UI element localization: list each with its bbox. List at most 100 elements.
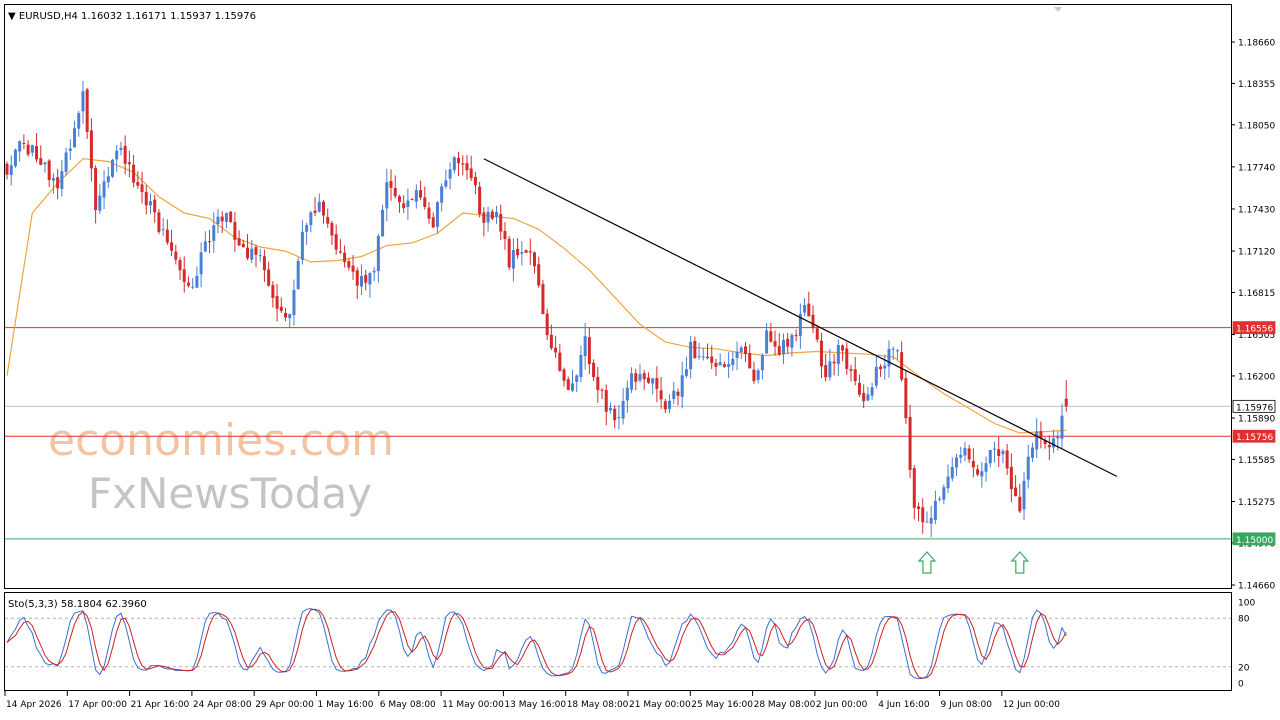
candle-body: [448, 169, 452, 179]
candle-body: [43, 162, 47, 165]
candle-body: [516, 248, 520, 256]
current-label-box: [1232, 399, 1276, 413]
main-pane-frame[interactable]: [4, 4, 1232, 589]
candle-body: [1014, 487, 1018, 497]
candle-body: [744, 346, 747, 355]
candle-body: [718, 362, 722, 366]
candle-body: [651, 378, 655, 384]
candle-body: [672, 390, 676, 399]
candle-body: [305, 225, 309, 232]
chart-shift-marker[interactable]: [1054, 7, 1062, 12]
chart-header: ▼ EURUSD,H4 1.16032 1.16171 1.15937 1.15…: [8, 11, 256, 22]
candle-body: [706, 356, 710, 359]
price-tick-label: 1.17740: [1238, 163, 1275, 173]
candle-body: [132, 164, 136, 183]
candle-body: [26, 144, 30, 155]
candle-body: [258, 255, 262, 257]
time-tick-label: 2 Jun 00:00: [816, 700, 868, 710]
candle-body: [461, 163, 465, 165]
candle-body: [803, 305, 807, 313]
candle-body: [338, 251, 342, 253]
candle-body: [634, 373, 638, 382]
candle-body: [343, 252, 347, 263]
candle-body: [663, 401, 667, 410]
candle-body: [224, 213, 228, 222]
candle-body: [992, 448, 996, 450]
candle-body: [381, 209, 385, 237]
candle-body: [946, 476, 950, 489]
candle-body: [900, 352, 904, 380]
candle-body: [655, 378, 659, 389]
candle-body: [646, 377, 650, 383]
candle-body: [22, 143, 26, 145]
support-1-label-box: [1232, 429, 1276, 443]
trendline[interactable]: [483, 158, 1118, 477]
candle-body: [1005, 450, 1009, 469]
candle-body: [545, 313, 549, 336]
candle-body: [284, 312, 288, 318]
candle-body: [199, 252, 203, 275]
candle-body: [756, 370, 760, 380]
candle-body: [862, 393, 866, 402]
candle-body: [777, 346, 781, 355]
resistance-label: 1.16556: [1236, 325, 1273, 335]
price-tick-label: 1.15275: [1238, 498, 1275, 508]
candle-body: [148, 201, 152, 206]
candle-body: [1018, 496, 1022, 512]
candle-body: [689, 341, 693, 370]
candle-body: [836, 345, 840, 365]
candle-body: [393, 188, 397, 197]
candle-body: [608, 407, 612, 411]
up-arrow-icon: [1010, 551, 1030, 574]
price-tick-label: 1.17430: [1238, 205, 1275, 215]
resistance-label-box: [1232, 321, 1276, 335]
indicator-pane-frame[interactable]: [4, 592, 1232, 691]
support-2-label: 1.15000: [1236, 536, 1273, 546]
candle-body: [621, 401, 625, 419]
candle-body: [186, 282, 190, 286]
candle-body: [710, 356, 714, 363]
candle-body: [267, 269, 271, 286]
time-tick-label: 29 Apr 00:00: [255, 700, 314, 710]
candle-body: [613, 408, 617, 421]
candle-body: [309, 212, 313, 226]
candle-body: [630, 373, 634, 390]
stoch-signal-line: [6, 608, 1067, 679]
candle-body: [697, 356, 701, 358]
candle-body: [368, 273, 372, 285]
candle-body: [752, 369, 756, 382]
candle-body: [376, 236, 380, 272]
candle-body: [1022, 480, 1026, 510]
price-tick-label: 1.14660: [1238, 582, 1275, 592]
candle-body: [9, 165, 13, 175]
candle-body: [111, 159, 114, 177]
time-tick-label: 18 May 08:00: [567, 700, 629, 710]
candle-body: [676, 391, 680, 396]
time-tick-label: 21 Apr 16:00: [131, 700, 190, 710]
candle-body: [566, 379, 570, 390]
candle-body: [161, 229, 165, 231]
candle-body: [786, 338, 790, 347]
up-arrow-icon: [917, 551, 937, 574]
candle-body: [499, 213, 503, 232]
candle-body: [727, 363, 731, 368]
support-1-label: 1.15756: [1236, 433, 1273, 443]
candle-body: [195, 275, 199, 288]
time-tick-label: 24 Apr 08:00: [193, 700, 252, 710]
candle-body: [1009, 466, 1013, 490]
candle-body: [250, 248, 254, 260]
candle-body: [326, 217, 330, 224]
support-2-label-box: [1232, 532, 1276, 546]
candle-body: [106, 176, 110, 183]
candle-body: [351, 265, 355, 272]
candle-body: [748, 353, 752, 369]
candle-body: [1026, 456, 1030, 480]
watermark-fxnewstoday: FxNewsToday: [88, 469, 372, 518]
candle-body: [807, 303, 811, 317]
candle-body: [874, 366, 878, 386]
candle-body: [722, 364, 726, 367]
candle-body: [495, 212, 499, 217]
candle-body: [482, 212, 486, 223]
candle-body: [85, 89, 89, 132]
